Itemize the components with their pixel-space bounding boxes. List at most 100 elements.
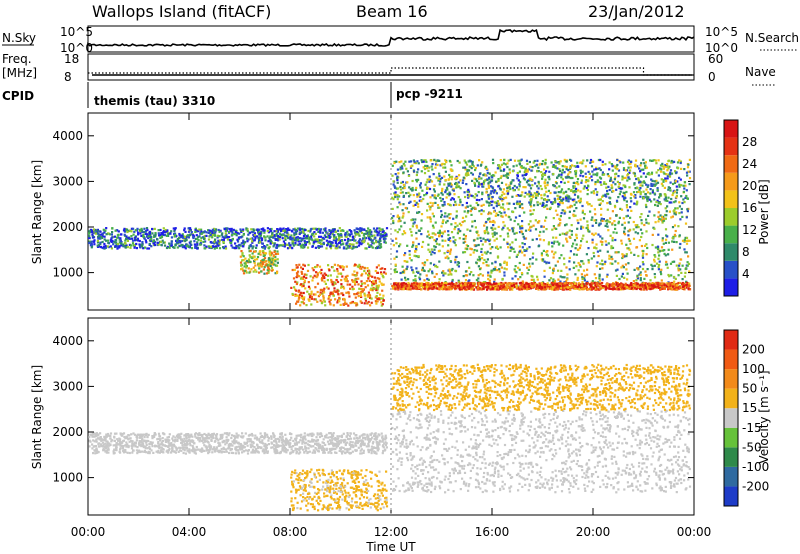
data-cell	[551, 272, 554, 275]
data-cell	[126, 246, 129, 249]
data-cell	[231, 231, 234, 234]
data-cell	[609, 287, 612, 290]
data-cell	[478, 210, 481, 213]
data-cell	[561, 232, 564, 235]
data-cell	[654, 255, 657, 258]
data-cell	[608, 161, 611, 164]
data-cell	[245, 260, 248, 263]
data-cell	[580, 260, 583, 263]
nave-label: Nave	[745, 65, 776, 79]
data-cell	[415, 287, 418, 290]
data-cell	[500, 212, 503, 215]
data-cell	[555, 236, 558, 239]
data-cell	[409, 228, 412, 231]
data-cell	[444, 286, 447, 289]
data-cell	[435, 284, 438, 287]
data-cell	[319, 239, 322, 242]
data-cell	[666, 205, 669, 208]
data-cell	[146, 233, 149, 236]
data-cell	[528, 262, 531, 265]
data-cell	[454, 222, 457, 225]
data-cell	[638, 239, 641, 242]
data-cell	[269, 229, 272, 232]
data-cell	[353, 239, 356, 242]
data-cell	[126, 239, 129, 242]
data-cell	[303, 245, 306, 248]
data-cell	[368, 270, 371, 273]
data-cell	[146, 247, 149, 250]
data-cell	[599, 240, 602, 243]
data-cell	[267, 247, 271, 250]
data-cell	[522, 263, 525, 266]
data-cell	[284, 244, 287, 247]
data-cell	[417, 178, 420, 181]
data-cell	[288, 246, 291, 249]
data-cell	[397, 220, 400, 223]
data-cell	[351, 285, 354, 288]
data-cell	[560, 287, 563, 290]
data-cell	[379, 229, 382, 232]
data-cell	[571, 245, 574, 248]
data-cell	[474, 207, 477, 210]
data-cell	[353, 301, 356, 305]
data-cell	[502, 286, 505, 289]
data-cell	[545, 261, 548, 264]
data-cell	[481, 161, 484, 164]
data-cell	[203, 237, 206, 240]
data-cell	[317, 246, 320, 249]
data-cell	[462, 287, 465, 290]
data-cell	[282, 229, 285, 232]
data-cell	[246, 237, 249, 240]
data-cell	[379, 239, 382, 242]
data-cell	[251, 237, 254, 240]
data-cell	[392, 198, 395, 201]
data-cell	[424, 285, 427, 288]
data-cell	[244, 241, 247, 244]
data-cell	[233, 233, 236, 236]
data-cell	[253, 239, 256, 242]
data-cell	[363, 292, 366, 295]
data-cell	[645, 230, 648, 233]
data-cell	[615, 165, 618, 168]
data-cell	[344, 275, 347, 278]
data-cell	[116, 247, 119, 250]
data-cell	[425, 191, 429, 194]
data-cell	[340, 235, 343, 238]
data-cell	[688, 183, 691, 186]
data-cell	[440, 235, 444, 238]
data-cell	[171, 246, 175, 249]
data-cell	[534, 182, 537, 185]
data-cell	[441, 187, 444, 190]
data-cell	[379, 267, 382, 270]
data-cell	[329, 245, 332, 248]
data-cell	[133, 246, 136, 249]
data-cell	[524, 229, 528, 232]
data-cell	[263, 231, 266, 234]
data-cell	[139, 246, 142, 249]
data-cell	[466, 248, 469, 251]
data-cell	[653, 260, 656, 263]
data-cell	[493, 278, 496, 281]
data-cell	[520, 272, 524, 275]
data-cell	[587, 259, 590, 262]
data-cell	[466, 260, 469, 264]
data-cell	[272, 245, 275, 248]
data-cell	[195, 245, 198, 248]
data-cell	[237, 244, 240, 247]
power-data	[88, 158, 692, 307]
data-cell	[178, 232, 181, 236]
data-cell	[686, 210, 689, 213]
data-cell	[284, 236, 287, 239]
data-cell	[150, 237, 153, 240]
data-cell	[323, 228, 326, 231]
data-cell	[304, 241, 307, 244]
data-cell	[638, 273, 641, 276]
data-cell	[211, 234, 214, 237]
data-cell	[651, 286, 654, 290]
data-cell	[629, 216, 632, 219]
data-cell	[670, 288, 674, 291]
data-cell	[216, 236, 219, 239]
data-cell	[440, 192, 443, 195]
data-cell	[314, 246, 317, 249]
data-cell	[666, 235, 669, 238]
